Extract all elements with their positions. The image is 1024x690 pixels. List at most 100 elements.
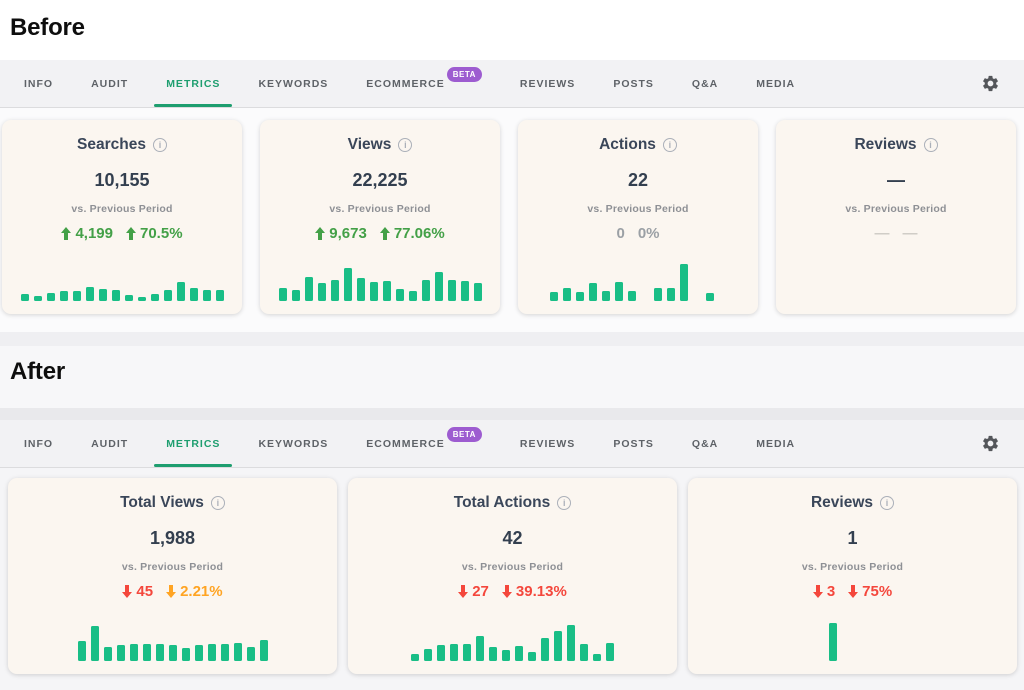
tab-metrics[interactable]: METRICS <box>154 60 233 107</box>
change-value: — <box>902 224 918 242</box>
chart-bar <box>666 288 675 301</box>
chart-bar <box>103 647 112 661</box>
tab-info[interactable]: INFO <box>24 60 53 107</box>
metric-value: — <box>887 170 905 190</box>
mini-bar-chart <box>77 623 268 661</box>
tab-posts[interactable]: POSTS <box>613 420 654 467</box>
chart-bar <box>20 294 29 301</box>
tab-metrics[interactable]: METRICS <box>154 420 233 467</box>
chart-bar <box>72 291 81 301</box>
tab-posts[interactable]: POSTS <box>613 60 654 107</box>
chart-bar <box>473 283 482 301</box>
chart-bar <box>176 282 185 301</box>
card-title: Actions <box>599 136 656 153</box>
mini-bar-chart <box>20 263 224 301</box>
info-icon[interactable]: i <box>880 496 895 510</box>
metric-card-reviews: Reviews i 1 vs. Previous Period 3 75% <box>688 478 1017 674</box>
card-title-row: Total Actions i <box>453 494 572 512</box>
tab-audit[interactable]: AUDIT <box>91 60 128 107</box>
down-arrow-icon <box>166 584 177 598</box>
tab-info[interactable]: INFO <box>24 420 53 467</box>
chart-bar <box>421 280 430 301</box>
down-arrow-icon <box>501 584 512 598</box>
chart-bar <box>515 646 523 661</box>
chart-bar <box>129 644 138 661</box>
change-row: 27 39.13% <box>458 582 567 600</box>
tab-label: INFO <box>24 77 54 90</box>
info-icon[interactable]: i <box>923 138 938 152</box>
change-row: 3 75% <box>812 582 892 600</box>
change-value: 3 <box>826 582 836 600</box>
tab-label: METRICS <box>166 437 221 450</box>
chart-bar <box>408 291 417 301</box>
chart-bar <box>317 283 326 301</box>
settings-gear-icon[interactable] <box>980 434 1000 454</box>
tab-label: INFO <box>24 437 54 450</box>
down-arrow-icon <box>458 584 469 598</box>
change-value: 27 <box>472 582 489 600</box>
tab-audit[interactable]: AUDIT <box>91 420 128 467</box>
tab-ecommerce[interactable]: ECOMMERCE BETA <box>366 60 482 107</box>
tab-label: AUDIT <box>91 77 129 90</box>
chart-bar <box>202 290 211 301</box>
tab-q-a[interactable]: Q&A <box>692 60 718 107</box>
chart-bar <box>679 264 688 301</box>
info-icon[interactable]: i <box>152 138 167 152</box>
tab-keywords[interactable]: KEYWORDS <box>258 420 328 467</box>
chart-bar <box>705 293 714 301</box>
chart-bar <box>829 623 837 661</box>
info-icon[interactable]: i <box>557 496 572 510</box>
before-heading: Before <box>10 14 85 41</box>
tab-keywords[interactable]: KEYWORDS <box>258 60 328 107</box>
chart-bar <box>528 652 536 661</box>
chart-bar <box>155 644 164 661</box>
card-title: Views <box>347 136 392 153</box>
info-icon[interactable]: i <box>210 496 225 510</box>
chart-bar <box>424 649 432 661</box>
chart-bar <box>601 291 610 301</box>
metric-card-views: Views i 22,225 vs. Previous Period 9,673 77.0… <box>260 120 500 314</box>
change-value: 4,199 <box>75 224 113 242</box>
chart-bar <box>382 281 391 301</box>
after-heading: After <box>10 358 66 385</box>
change-value: 0% <box>637 224 660 242</box>
card-title: Total Views <box>120 494 204 511</box>
chart-bar <box>59 291 68 301</box>
chart-bar <box>588 283 597 301</box>
down-arrow-icon <box>848 584 859 598</box>
info-icon[interactable]: i <box>662 138 677 152</box>
tab-ecommerce[interactable]: ECOMMERCE BETA <box>366 420 482 467</box>
info-icon[interactable]: i <box>398 138 413 152</box>
chart-bar <box>549 292 558 301</box>
tab-reviews[interactable]: REVIEWS <box>520 420 575 467</box>
change-value: 77.06% <box>393 224 445 242</box>
change-row: 9,673 77.06% <box>315 224 445 242</box>
chart-bar <box>137 297 146 301</box>
chart-bar <box>168 645 177 661</box>
before-cards-row: Searches i 10,155 vs. Previous Period 4,199 7… <box>0 108 1024 332</box>
chart-bar <box>77 641 86 661</box>
tab-label: AUDIT <box>91 437 129 450</box>
change-row: 0 0% <box>616 224 659 242</box>
chart-bar <box>259 640 268 661</box>
tab-media[interactable]: MEDIA <box>756 420 795 467</box>
section-divider-strip <box>0 332 1024 346</box>
card-title: Total Actions <box>453 494 551 511</box>
change-item: 9,673 <box>315 225 367 242</box>
chart-bar <box>343 268 352 301</box>
metric-value: 22,225 <box>352 170 408 190</box>
after-screenshot-top-strip <box>0 408 1024 420</box>
tab-reviews[interactable]: REVIEWS <box>520 60 575 107</box>
chart-bar <box>437 645 445 661</box>
tab-q-a[interactable]: Q&A <box>692 420 718 467</box>
gear-glyph <box>982 75 998 92</box>
period-label: vs. Previous Period <box>461 561 564 573</box>
chart-bar <box>460 281 469 301</box>
tab-media[interactable]: MEDIA <box>756 60 795 107</box>
chart-bar <box>181 648 190 661</box>
settings-gear-icon[interactable] <box>980 74 1000 94</box>
change-row: 45 2.21% <box>122 582 223 600</box>
change-row: — — <box>875 224 918 242</box>
card-title-row: Reviews i <box>811 494 895 512</box>
